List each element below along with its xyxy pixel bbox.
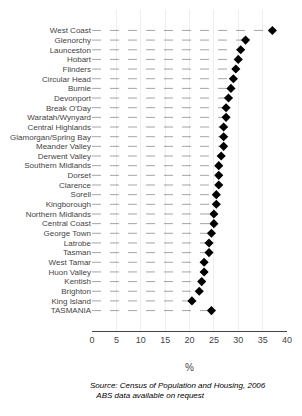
- svg-text:George Town: George Town: [44, 229, 91, 238]
- svg-text:Devonport: Devonport: [54, 94, 92, 103]
- svg-text:Glenorchy: Glenorchy: [55, 36, 91, 45]
- svg-text:Kentish: Kentish: [64, 277, 91, 286]
- svg-text:Break O'Day: Break O'Day: [46, 104, 91, 113]
- svg-text:10: 10: [136, 335, 146, 345]
- svg-text:Central Highlands: Central Highlands: [27, 123, 91, 132]
- svg-text:Dorset: Dorset: [67, 171, 91, 180]
- svg-text:40: 40: [282, 335, 292, 345]
- svg-text:Southern Midlands: Southern Midlands: [24, 161, 91, 170]
- svg-text:Meander Valley: Meander Valley: [36, 142, 91, 151]
- svg-text:Latrobe: Latrobe: [64, 239, 92, 248]
- svg-text:Flinders: Flinders: [63, 65, 91, 74]
- svg-text:20: 20: [184, 335, 194, 345]
- svg-text:0: 0: [89, 335, 94, 345]
- svg-text:Clarence: Clarence: [59, 181, 92, 190]
- svg-text:King Island: King Island: [51, 297, 91, 306]
- svg-text:Tasman: Tasman: [63, 248, 91, 257]
- svg-text:Circular Head: Circular Head: [42, 75, 91, 84]
- svg-text:Northern Midlands: Northern Midlands: [26, 210, 91, 219]
- svg-text:Waratah/Wynyard: Waratah/Wynyard: [27, 113, 91, 122]
- svg-text:%: %: [185, 362, 194, 373]
- svg-text:Central Coast: Central Coast: [42, 219, 92, 228]
- svg-text:5: 5: [114, 335, 119, 345]
- svg-text:Hobart: Hobart: [67, 55, 92, 64]
- svg-text:15: 15: [160, 335, 170, 345]
- svg-text:Kingborough: Kingborough: [46, 200, 91, 209]
- svg-text:Huon Valley: Huon Valley: [48, 268, 91, 277]
- svg-text:Glamorgan/Spring Bay: Glamorgan/Spring Bay: [10, 132, 91, 141]
- svg-text:Burnie: Burnie: [68, 84, 92, 93]
- svg-text:30: 30: [233, 335, 243, 345]
- svg-text:Derwent Valley: Derwent Valley: [38, 152, 91, 161]
- svg-text:Sorell: Sorell: [71, 190, 92, 199]
- svg-text:TASMANIA: TASMANIA: [51, 306, 92, 315]
- svg-text:35: 35: [258, 335, 268, 345]
- svg-text:Source: Census of Population a: Source: Census of Population and Housing…: [90, 381, 266, 400]
- svg-text:West Coast: West Coast: [50, 26, 92, 35]
- svg-text:25: 25: [209, 335, 219, 345]
- svg-text:Launceston: Launceston: [50, 46, 91, 55]
- svg-text:West Tamar: West Tamar: [49, 258, 92, 267]
- svg-text:Brighton: Brighton: [61, 287, 91, 296]
